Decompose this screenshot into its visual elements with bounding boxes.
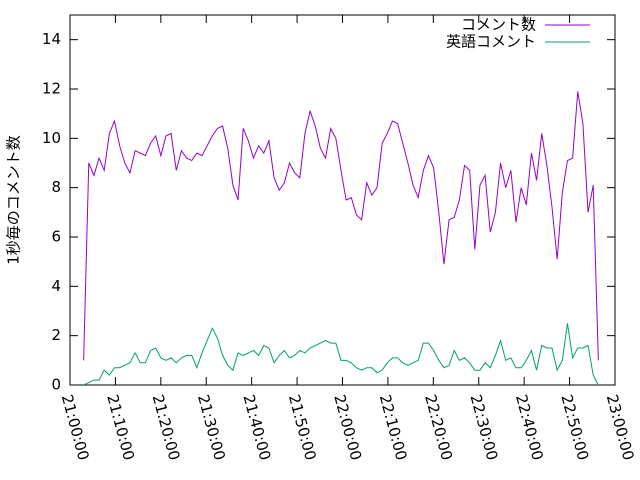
series-line [83, 323, 599, 386]
y-tick-label: 14 [42, 30, 61, 48]
series-line [83, 91, 599, 361]
y-tick-label: 4 [51, 277, 61, 295]
x-tick-label: 21:00:00 [58, 393, 93, 463]
x-tick-label: 21:20:00 [149, 393, 184, 463]
x-tick-label: 22:50:00 [557, 393, 592, 463]
x-tick-label: 22:30:00 [467, 393, 502, 463]
y-tick-label: 10 [42, 129, 61, 147]
legend-label: コメント数 [461, 16, 536, 34]
y-tick-label: 12 [42, 80, 61, 98]
x-tick-label: 21:40:00 [239, 393, 274, 463]
legend-label: 英語コメント [446, 33, 536, 51]
x-tick-label: 22:20:00 [421, 393, 456, 463]
x-tick-label: 22:00:00 [330, 393, 365, 463]
y-tick-label: 0 [51, 376, 61, 394]
y-tick-label: 6 [51, 228, 61, 246]
plot-border [69, 14, 616, 386]
x-tick-label: 22:40:00 [512, 393, 547, 463]
y-tick-label: 8 [51, 178, 61, 196]
x-tick-label: 21:30:00 [194, 393, 229, 463]
x-tick-label: 23:00:00 [603, 393, 638, 463]
x-tick-label: 22:10:00 [376, 393, 411, 463]
x-tick-label: 21:50:00 [285, 393, 320, 463]
x-tick-label: 21:10:00 [103, 393, 138, 463]
y-axis-label: 1秒毎のコメント数 [5, 135, 23, 265]
y-tick-label: 2 [51, 326, 61, 344]
